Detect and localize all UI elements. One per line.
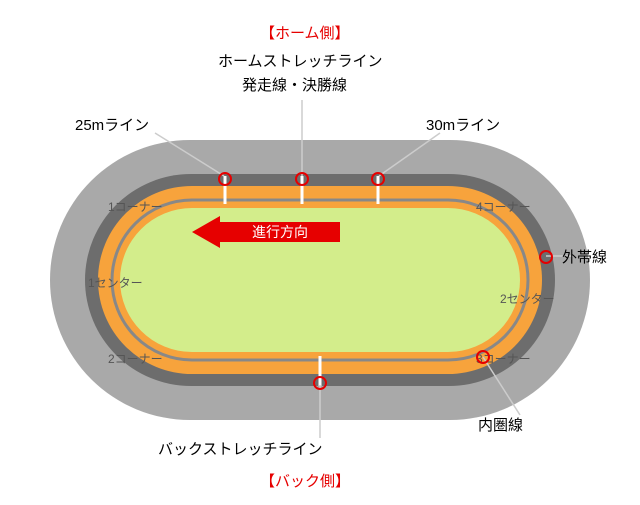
center-1: 1センター bbox=[88, 274, 143, 291]
title-home: 【ホーム側】 bbox=[260, 22, 350, 43]
center-2: 2センター bbox=[500, 290, 555, 307]
label-25m: 25mライン bbox=[75, 114, 149, 135]
corner-1: 1コーナー bbox=[108, 198, 163, 215]
marker-inner bbox=[476, 350, 490, 364]
marker-outer bbox=[539, 250, 553, 264]
label-30m: 30mライン bbox=[426, 114, 500, 135]
marker-30m bbox=[371, 172, 385, 186]
title-back: 【バック側】 bbox=[260, 470, 350, 491]
direction-label: 進行方向 bbox=[252, 224, 308, 240]
label-home-stretch: ホームストレッチライン bbox=[218, 50, 383, 71]
label-back-stretch: バックストレッチライン bbox=[158, 438, 323, 459]
label-inner-line: 内圏線 bbox=[478, 414, 523, 435]
corner-4: 4コーナー bbox=[476, 198, 531, 215]
marker-back bbox=[313, 376, 327, 390]
corner-2: 2コーナー bbox=[108, 350, 163, 367]
marker-25m bbox=[218, 172, 232, 186]
label-outer-band: 外帯線 bbox=[562, 246, 607, 267]
marker-center bbox=[295, 172, 309, 186]
label-start-finish: 発走線・決勝線 bbox=[242, 74, 347, 95]
